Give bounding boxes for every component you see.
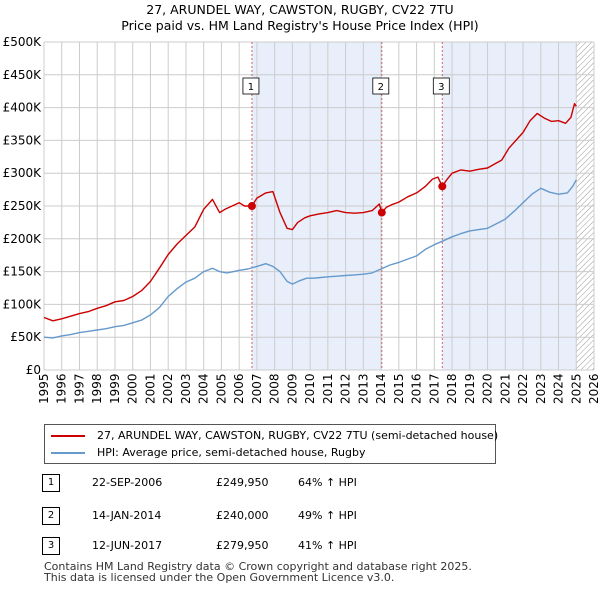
x-tick-label: 2023 [534,373,548,404]
x-tick-label: 2002 [161,373,175,404]
x-tick-label: 2005 [214,373,228,404]
x-tick-label: 1997 [72,373,86,404]
y-tick-label: £150K [3,265,43,279]
property-price-line [43,102,577,322]
x-tick-label: 2018 [445,373,459,404]
x-tick-label: 2014 [374,373,388,404]
y-tick-label: £350K [3,133,43,147]
legend-label-property: 27, ARUNDEL WAY, CAWSTON, RUGBY, CV22 7T… [97,429,499,442]
sale-marker-label: 3 [438,82,444,93]
attribution-line-1: Contains HM Land Registry data © Crown c… [44,560,472,573]
transaction-date: 22-SEP-2006 [92,476,163,489]
transaction-date: 14-JAN-2014 [92,509,162,522]
sale-marker-box [372,77,390,95]
x-tick-label: 2015 [392,373,406,404]
x-tick-label: 1998 [90,373,104,404]
x-tick-label: 2016 [410,373,424,404]
attribution-footer: Contains HM Land Registry data © Crown c… [44,561,472,583]
attribution-line-2: This data is licensed under the Open Gov… [44,571,395,584]
title-line-2: Price paid vs. HM Land Registry's House … [121,18,479,33]
x-tick-label: 2010 [303,373,317,404]
legend-swatch-property [51,435,85,437]
sale-point [377,208,386,217]
x-tick-label: 2013 [356,373,370,404]
transaction-price: £240,000 [216,509,269,522]
sale-point [438,182,447,191]
x-tick-label: 2007 [250,373,264,404]
hpi-line [43,179,577,339]
x-tick-label: 2008 [268,373,282,404]
transaction-marker: 1 [42,474,60,492]
y-tick-label: £200K [3,232,43,246]
sale-marker-label: 2 [378,82,384,93]
x-tick-label: 2020 [481,373,495,404]
x-tick-label: 2021 [498,373,512,404]
x-tick-label: 2000 [126,373,140,404]
x-tick-label: 2022 [516,373,530,404]
transaction-marker: 2 [42,507,60,525]
sale-marker-box [432,77,450,95]
x-tick-label: 1996 [55,373,69,404]
y-tick-label: £450K [3,68,43,82]
transaction-marker: 3 [42,537,60,555]
transaction-price: £279,950 [216,539,269,552]
sale-point [247,202,256,211]
legend-item-hpi: HPI: Average price, semi-detached house,… [51,445,365,461]
chart-title: 27, ARUNDEL WAY, CAWSTON, RUGBY, CV22 7T… [0,2,600,34]
x-tick-label: 2017 [427,373,441,404]
y-tick-label: £400K [3,101,43,115]
y-tick-label: £0 [26,363,41,377]
x-tick-label: 2001 [143,373,157,404]
y-tick-label: £50K [10,330,42,344]
x-tick-label: 2012 [339,373,353,404]
title-line-1: 27, ARUNDEL WAY, CAWSTON, RUGBY, CV22 7T… [146,2,454,17]
y-tick-label: £500K [3,35,43,49]
x-tick-label: 1995 [37,373,51,404]
x-tick-label: 2004 [197,373,211,404]
legend-item-property: 27, ARUNDEL WAY, CAWSTON, RUGBY, CV22 7T… [51,428,498,444]
x-tick-label: 1999 [108,373,122,404]
x-tick-label: 2011 [321,373,335,404]
y-tick-label: £250K [3,199,43,213]
legend: 27, ARUNDEL WAY, CAWSTON, RUGBY, CV22 7T… [44,424,498,464]
x-tick-label: 2009 [285,373,299,404]
transaction-hpi-change: 49% ↑ HPI [298,509,357,522]
y-tick-label: £100K [3,297,43,311]
legend-label-hpi: HPI: Average price, semi-detached house,… [97,446,366,459]
transaction-hpi-change: 41% ↑ HPI [298,539,357,552]
x-tick-label: 2026 [587,373,600,404]
x-tick-label: 2024 [552,373,566,404]
transaction-price: £249,950 [216,476,269,489]
x-tick-label: 2019 [463,373,477,404]
price-chart: 1 2 3 £0 £50K £100K £150K £200K £250K £300K £350K… [3,35,600,404]
x-tick-label: 2003 [179,373,193,404]
sale-marker-box [242,77,260,95]
transaction-hpi-change: 64% ↑ HPI [298,476,357,489]
sale-marker-label: 1 [248,82,254,93]
y-tick-label: £300K [3,166,43,180]
x-tick-label: 2006 [232,373,246,404]
transaction-date: 12-JUN-2017 [92,539,163,552]
x-tick-label: 2025 [569,373,583,404]
legend-swatch-hpi [51,452,85,454]
